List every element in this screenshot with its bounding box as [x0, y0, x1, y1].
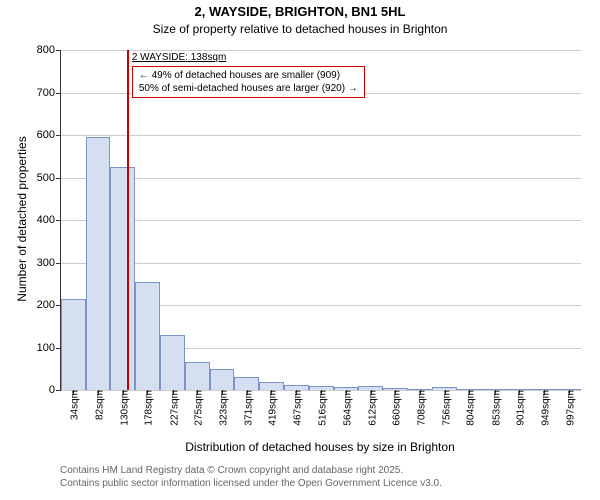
xtick-label: 901sqm — [512, 390, 527, 426]
gridline — [61, 50, 581, 51]
chart-subtitle: Size of property relative to detached ho… — [0, 22, 600, 36]
histogram-bar — [135, 282, 160, 390]
xtick-label: 419sqm — [264, 390, 279, 426]
histogram-bar — [61, 299, 86, 390]
xtick-label: 130sqm — [115, 390, 130, 426]
xtick-label: 275sqm — [190, 390, 205, 426]
xtick-label: 612sqm — [363, 390, 378, 426]
histogram-bar — [185, 362, 210, 390]
histogram-bar — [160, 335, 185, 390]
gridline — [61, 220, 581, 221]
xtick-label: 564sqm — [338, 390, 353, 426]
ytick-label: 700 — [37, 87, 61, 99]
xtick-label: 371sqm — [239, 390, 254, 426]
footer-line2: Contains public sector information licen… — [60, 478, 442, 489]
ytick-label: 400 — [37, 214, 61, 226]
xtick-label: 756sqm — [437, 390, 452, 426]
gridline — [61, 263, 581, 264]
xtick-label: 660sqm — [388, 390, 403, 426]
marker-line — [127, 50, 129, 390]
xtick-label: 949sqm — [536, 390, 551, 426]
footer-line1: Contains HM Land Registry data © Crown c… — [60, 465, 403, 476]
ytick-label: 100 — [37, 342, 61, 354]
ytick-label: 0 — [49, 384, 61, 396]
xtick-label: 516sqm — [314, 390, 329, 426]
annotation-line1: ← 49% of detached houses are smaller (90… — [139, 69, 358, 82]
x-axis-label: Distribution of detached houses by size … — [60, 440, 580, 454]
xtick-label: 467sqm — [289, 390, 304, 426]
xtick-label: 853sqm — [487, 390, 502, 426]
histogram-bar — [110, 167, 135, 390]
chart-container: 2, WAYSIDE, BRIGHTON, BN1 5HL Size of pr… — [0, 0, 600, 500]
xtick-label: 178sqm — [140, 390, 155, 426]
histogram-bar — [259, 382, 284, 391]
plot-area: 010020030040050060070080034sqm82sqm130sq… — [60, 50, 581, 391]
xtick-label: 34sqm — [66, 390, 81, 420]
marker-label-wrap: 2 WAYSIDE: 138sqm — [132, 52, 226, 63]
y-axis-label: Number of detached properties — [15, 119, 29, 319]
xtick-label: 82sqm — [91, 390, 106, 420]
xtick-label: 708sqm — [413, 390, 428, 426]
gridline — [61, 178, 581, 179]
ytick-label: 600 — [37, 129, 61, 141]
xtick-label: 997sqm — [561, 390, 576, 426]
histogram-bar — [234, 377, 259, 390]
histogram-bar — [210, 369, 235, 390]
ytick-label: 800 — [37, 44, 61, 56]
chart-title: 2, WAYSIDE, BRIGHTON, BN1 5HL — [0, 4, 600, 19]
annotation-box: ← 49% of detached houses are smaller (90… — [132, 66, 365, 98]
xtick-label: 804sqm — [462, 390, 477, 426]
annotation-line2: 50% of semi-detached houses are larger (… — [139, 82, 358, 95]
xtick-label: 323sqm — [214, 390, 229, 426]
histogram-bar — [86, 137, 111, 390]
xtick-label: 227sqm — [165, 390, 180, 426]
gridline — [61, 135, 581, 136]
ytick-label: 300 — [37, 257, 61, 269]
ytick-label: 200 — [37, 299, 61, 311]
ytick-label: 500 — [37, 172, 61, 184]
